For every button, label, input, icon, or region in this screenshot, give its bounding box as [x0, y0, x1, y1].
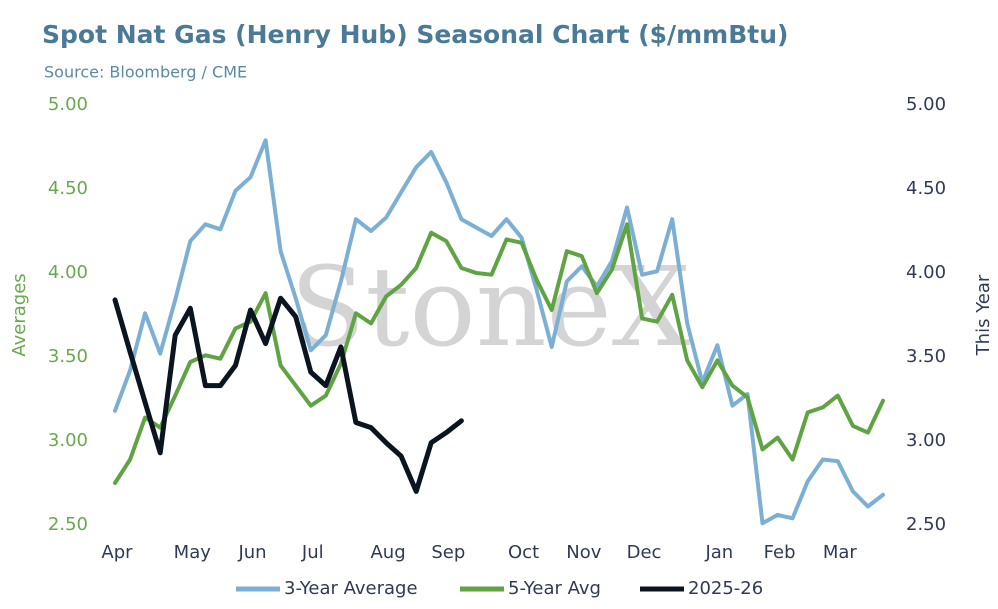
y2-tick-label: 5.00: [906, 94, 946, 115]
y-tick-label: 5.00: [48, 94, 88, 115]
x-tick-label: Apr: [101, 542, 133, 563]
legend-label: 5-Year Avg: [508, 578, 601, 599]
legend-label: 2025-26: [688, 578, 763, 599]
x-tick-label: Jun: [237, 542, 266, 563]
x-tick-label: Jul: [301, 542, 324, 563]
x-tick-label: Mar: [823, 542, 858, 563]
y2-tick-label: 4.00: [906, 262, 946, 283]
watermark: StoneX: [290, 243, 690, 371]
y2-axis-label: This Year: [973, 274, 994, 356]
y2-tick-label: 3.00: [906, 430, 946, 451]
y2-tick-label: 3.50: [906, 346, 946, 367]
y-tick-label: 4.00: [48, 262, 88, 283]
x-tick-label: May: [174, 542, 212, 563]
series-line: [112, 295, 464, 494]
y-tick-label: 3.00: [48, 430, 88, 451]
y-tick-label: 2.50: [48, 514, 88, 535]
x-tick-label: Nov: [566, 542, 601, 563]
x-tick-label: Aug: [370, 542, 405, 563]
x-tick-label: Dec: [627, 542, 662, 563]
y-tick-label: 3.50: [48, 346, 88, 367]
x-tick-label: Feb: [764, 542, 796, 563]
chart-title: Spot Nat Gas (Henry Hub) Seasonal Chart …: [42, 20, 788, 49]
legend-label: 3-Year Average: [284, 578, 418, 599]
x-tick-label: Oct: [508, 542, 539, 563]
series-line: [113, 138, 885, 526]
x-tick-label: Sep: [431, 542, 465, 563]
y2-tick-label: 4.50: [906, 178, 946, 199]
x-tick-label: Jan: [704, 542, 733, 563]
y-axis-label: Averages: [9, 273, 30, 356]
series-line: [113, 222, 885, 485]
y-tick-label: 4.50: [48, 178, 88, 199]
y2-tick-label: 2.50: [906, 514, 946, 535]
chart-subtitle: Source: Bloomberg / CME: [44, 63, 247, 82]
